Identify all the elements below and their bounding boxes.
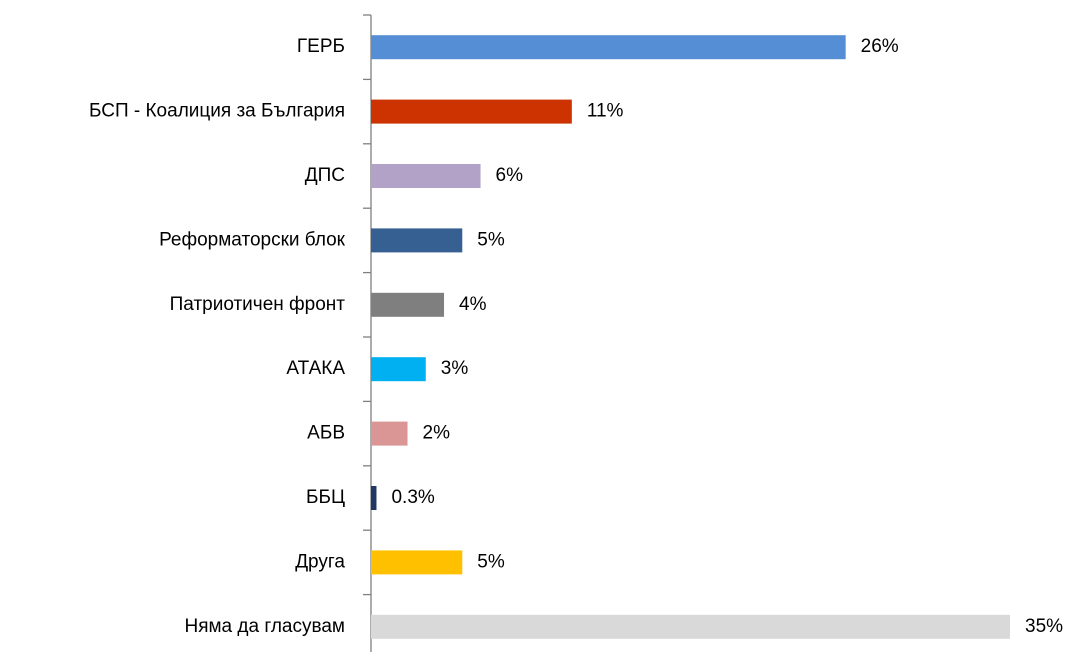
category-label: ББЦ	[306, 487, 345, 508]
bar	[371, 228, 463, 253]
value-label: 3%	[441, 358, 469, 379]
category-label: Няма да гласувам	[184, 616, 345, 637]
category-label: АБВ	[307, 423, 345, 444]
category-label: Патриотичен фронт	[170, 294, 346, 315]
category-label: Друга	[295, 551, 345, 572]
value-label: 6%	[496, 165, 524, 186]
value-label: 35%	[1025, 616, 1063, 637]
bar	[371, 99, 572, 124]
value-label: 11%	[587, 101, 624, 122]
bar	[371, 164, 481, 188]
bar	[371, 421, 408, 446]
bar	[371, 486, 377, 510]
bar	[371, 550, 463, 575]
category-label: БСП - Коалиция за България	[89, 101, 345, 122]
value-label: 26%	[861, 36, 899, 57]
value-label: 4%	[459, 294, 487, 315]
bar	[371, 357, 426, 382]
bar	[371, 614, 1010, 639]
category-label: ГЕРБ	[297, 36, 345, 57]
bar	[371, 292, 445, 317]
category-label: Реформаторски блок	[159, 229, 346, 250]
category-label: АТАКА	[286, 358, 345, 379]
category-label: ДПС	[305, 165, 345, 186]
value-label: 5%	[477, 551, 505, 572]
value-label: 0.3%	[391, 487, 434, 508]
value-label: 5%	[477, 229, 505, 250]
bar	[371, 35, 846, 60]
value-label: 2%	[423, 423, 451, 444]
